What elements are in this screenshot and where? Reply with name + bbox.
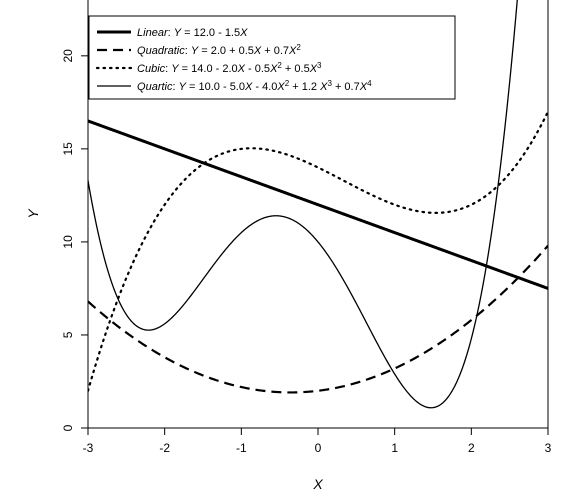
- y-tick-label: 15: [61, 142, 75, 156]
- series-line-linear: [88, 119, 548, 290]
- x-tick-label: 2: [468, 441, 475, 455]
- legend-item-quartic: Quartic: Y = 10.0 - 5.0X - 4.0X2 + 1.2 X…: [97, 79, 372, 94]
- x-axis-title: X: [312, 476, 323, 492]
- series-line-quartic: [88, 0, 518, 409]
- legend-label: Quartic: Y = 10.0 - 5.0X - 4.0X2 + 1.2 X…: [137, 79, 372, 94]
- y-tick-label: 5: [61, 331, 75, 338]
- x-axis: -3 -2 -1 0 1 2 3: [83, 428, 552, 455]
- y-tick-label: 20: [61, 49, 75, 63]
- legend-item-quadratic: Quadratic: Y = 2.0 + 0.5X + 0.7X2: [97, 43, 301, 58]
- x-tick-label: -2: [159, 441, 170, 455]
- legend-label: Quadratic: Y = 2.0 + 0.5X + 0.7X2: [137, 43, 301, 58]
- y-tick-label: 0: [61, 424, 75, 431]
- y-axis: 0 5 10 15 20: [61, 49, 88, 431]
- legend: Linear: Y = 12.0 - 1.5X Quadratic: Y = 2.…: [88, 15, 456, 100]
- y-axis-title: Y: [25, 208, 41, 219]
- y-tick-label: 10: [61, 235, 75, 249]
- legend-item-cubic: Cubic: Y = 14.0 - 2.0X - 0.5X2 + 0.5X3: [95, 61, 322, 76]
- x-tick-label: 0: [315, 441, 322, 455]
- x-tick-label: 3: [545, 441, 552, 455]
- legend-label: Cubic: Y = 14.0 - 2.0X - 0.5X2 + 0.5X3: [137, 61, 322, 76]
- series-line-cubic: [88, 110, 548, 392]
- x-tick-label: -1: [236, 441, 247, 455]
- legend-label: Linear: Y = 12.0 - 1.5X: [137, 27, 248, 39]
- x-tick-label: 1: [391, 441, 398, 455]
- legend-item-linear: Linear: Y = 12.0 - 1.5X: [97, 27, 248, 39]
- x-tick-label: -3: [83, 441, 94, 455]
- series-line-quadratic: [88, 244, 548, 394]
- legend-box: [88, 15, 456, 100]
- curves-group: [88, 0, 548, 409]
